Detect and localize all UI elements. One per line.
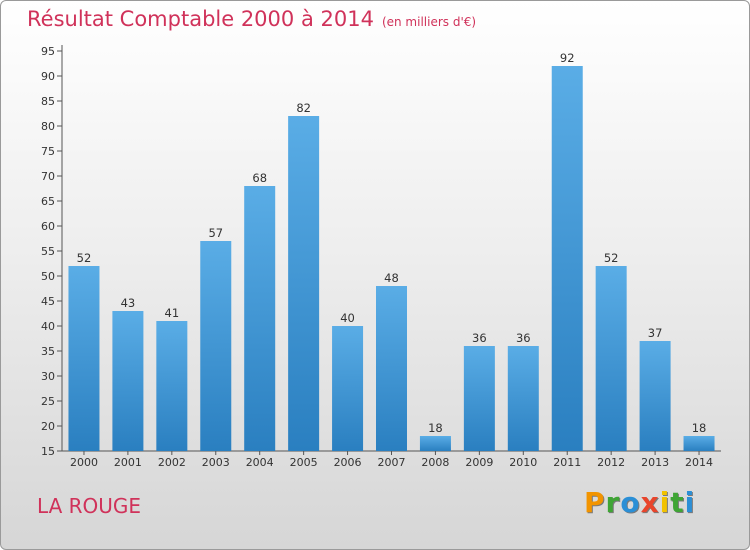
x-tick-label-2008: 2008	[421, 456, 449, 469]
x-axis: 2000 2001 2002 2003 2004 2005 2006 2007 2008 2009…	[62, 450, 721, 469]
data-label-2006: 40	[340, 311, 355, 325]
y-axis: 15 20 25 30 35 40 45 50 55 60 65 70 75 80 85 90 95	[41, 45, 63, 458]
bar-2008	[419, 436, 451, 451]
x-tick-label-2009: 2009	[465, 456, 493, 469]
y-tick-label: 25	[41, 395, 55, 408]
bar-2012	[595, 266, 627, 451]
y-tick-label: 55	[41, 245, 55, 258]
proxiti-logo: Proxiti	[584, 486, 695, 519]
bar-2011	[551, 66, 583, 451]
bar-2007	[376, 286, 407, 451]
data-label-2002: 41	[165, 306, 180, 320]
y-tick-label: 80	[41, 120, 55, 133]
y-tick-label: 50	[41, 270, 55, 283]
data-label-2011: 92	[560, 51, 575, 65]
y-tick-label: 90	[41, 70, 55, 83]
logo-letter: o	[620, 486, 641, 519]
y-tick-label: 70	[41, 170, 55, 183]
x-tick-label-2005: 2005	[290, 456, 318, 469]
data-label-2009: 36	[472, 331, 487, 345]
chart-title: Résultat Comptable 2000 à 2014 (en millie…	[27, 7, 476, 31]
x-tick-label-2001: 2001	[114, 456, 142, 469]
y-tick-label: 15	[41, 445, 55, 458]
y-tick-label: 85	[41, 95, 55, 108]
x-tick-label-2010: 2010	[509, 456, 537, 469]
logo-letter: i	[659, 486, 671, 519]
data-label-2007: 48	[384, 271, 399, 285]
y-tick-label: 30	[41, 370, 55, 383]
y-tick-label: 75	[41, 145, 55, 158]
data-label-2014: 18	[692, 421, 707, 435]
x-tick-label-2007: 2007	[378, 456, 406, 469]
bars	[68, 66, 715, 451]
y-tick-label: 65	[41, 195, 55, 208]
x-tick-label-2006: 2006	[334, 456, 362, 469]
y-tick-label: 20	[41, 420, 55, 433]
x-tick-label-2004: 2004	[246, 456, 274, 469]
logo-letter: x	[640, 486, 660, 519]
y-tick-label: 40	[41, 320, 55, 333]
data-label-2003: 57	[208, 226, 223, 240]
bar-2013	[639, 341, 671, 451]
x-tick-label-2014: 2014	[685, 456, 713, 469]
x-tick-label-2011: 2011	[553, 456, 581, 469]
data-label-2004: 68	[252, 171, 267, 185]
x-tick-label-2003: 2003	[202, 456, 230, 469]
logo-letter: i	[684, 486, 696, 519]
chart-title-text: Résultat Comptable 2000 à 2014	[27, 7, 374, 31]
bar-2003	[200, 241, 232, 451]
bar-2006	[332, 326, 364, 451]
x-tick-label-2012: 2012	[597, 456, 625, 469]
data-label-2010: 36	[516, 331, 531, 345]
logo-letter: P	[584, 486, 606, 519]
y-tick-label: 60	[41, 220, 55, 233]
bar-2010	[507, 346, 539, 451]
data-label-2008: 18	[428, 421, 443, 435]
y-tick-label: 95	[41, 45, 55, 58]
bar-2014	[683, 436, 715, 451]
bar-2004	[244, 186, 276, 451]
chart-unit-text: (en milliers d'€)	[381, 15, 477, 29]
bar-2002	[156, 321, 188, 451]
y-tick-label: 35	[41, 345, 55, 358]
x-tick-label-2002: 2002	[158, 456, 186, 469]
data-label-2000: 52	[77, 251, 92, 265]
data-label-2001: 43	[121, 296, 136, 310]
data-label-2005: 82	[296, 101, 311, 115]
bar-2001	[112, 311, 144, 451]
data-label-2012: 52	[604, 251, 619, 265]
x-tick-label-2000: 2000	[70, 456, 98, 469]
logo-letter: t	[670, 486, 685, 519]
x-tick-label-2013: 2013	[641, 456, 669, 469]
bar-2009	[463, 346, 495, 451]
commune-name: LA ROUGE	[37, 494, 142, 518]
bar-2000	[68, 266, 100, 451]
data-label-2013: 37	[648, 326, 663, 340]
data-labels: 52 43 41 57 68 82 40 48 18 36 36 92 52 37 18	[77, 51, 707, 435]
bar-2005	[288, 116, 320, 451]
logo-letter: r	[605, 486, 621, 519]
y-tick-label: 45	[41, 295, 55, 308]
